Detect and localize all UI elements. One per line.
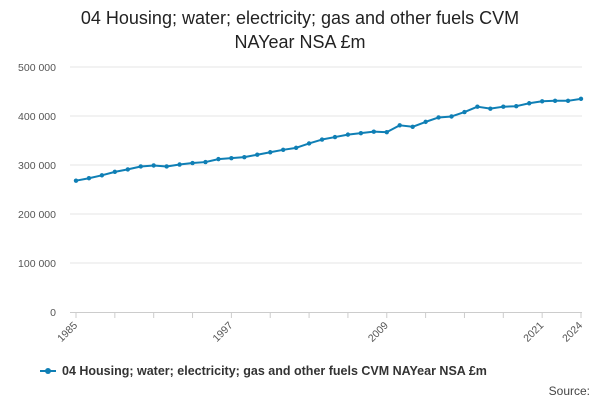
chart-title-line-2: NAYear NSA £m bbox=[234, 32, 366, 52]
data-point bbox=[73, 178, 79, 183]
y-tick-label: 200 000 bbox=[18, 209, 56, 221]
x-tick-label: 2024 bbox=[560, 320, 585, 345]
x-axis: 1985 1997 2009 2021 2024 bbox=[55, 312, 585, 345]
legend[interactable]: 04 Housing; water; electricity; gas and … bbox=[40, 364, 487, 378]
grid-lines bbox=[70, 66, 582, 264]
x-tick-label: 1985 bbox=[55, 320, 80, 345]
y-tick-label: 500 000 bbox=[18, 62, 56, 74]
data-point bbox=[488, 106, 493, 111]
data-point bbox=[539, 99, 545, 104]
series-points bbox=[73, 96, 584, 183]
data-point bbox=[86, 176, 92, 181]
chart-title: 04 Housing; water; electricity; gas and … bbox=[0, 6, 600, 54]
data-point bbox=[371, 129, 377, 134]
x-tick-label: 1997 bbox=[211, 320, 236, 345]
data-point bbox=[565, 98, 571, 104]
data-point bbox=[449, 114, 454, 119]
data-point bbox=[578, 96, 584, 102]
data-point bbox=[462, 109, 467, 115]
data-point bbox=[268, 150, 273, 155]
data-point bbox=[112, 169, 118, 175]
data-point bbox=[151, 163, 156, 168]
data-point bbox=[332, 134, 338, 140]
legend-swatch-icon bbox=[40, 366, 56, 376]
data-point bbox=[501, 104, 506, 109]
data-point bbox=[125, 167, 130, 172]
data-point bbox=[397, 123, 402, 128]
data-point bbox=[99, 173, 105, 178]
series-line-path bbox=[75, 97, 582, 182]
data-point bbox=[384, 129, 389, 135]
data-point bbox=[423, 119, 428, 125]
data-point bbox=[410, 124, 415, 129]
data-point bbox=[216, 156, 221, 162]
source-label: Source: bbox=[548, 384, 590, 398]
data-point bbox=[203, 159, 208, 165]
y-tick-label: 400 000 bbox=[18, 111, 56, 123]
data-point bbox=[255, 152, 260, 157]
data-point bbox=[436, 115, 441, 120]
data-point bbox=[319, 137, 325, 142]
data-point bbox=[177, 162, 182, 167]
data-point bbox=[293, 145, 299, 151]
data-point bbox=[514, 104, 519, 109]
data-point bbox=[190, 160, 195, 166]
x-tick-label: 2021 bbox=[521, 320, 546, 345]
data-point bbox=[242, 154, 247, 160]
data-point bbox=[164, 164, 169, 169]
legend-label: 04 Housing; water; electricity; gas and … bbox=[62, 364, 487, 378]
data-point bbox=[358, 130, 364, 136]
chart-title-line-1: 04 Housing; water; electricity; gas and … bbox=[80, 8, 520, 28]
data-point bbox=[552, 98, 558, 104]
data-point bbox=[138, 164, 143, 169]
data-point bbox=[527, 101, 532, 106]
y-tick-label: 100 000 bbox=[18, 258, 56, 270]
x-tick-label: 2009 bbox=[366, 320, 391, 345]
data-point bbox=[306, 141, 312, 146]
data-point bbox=[280, 147, 286, 153]
data-point bbox=[475, 104, 480, 109]
series-line bbox=[75, 97, 582, 182]
y-tick-label: 0 bbox=[50, 307, 56, 319]
y-axis-tick-labels: 0 100 000 200 000 300 000 400 000 500 000 bbox=[18, 62, 56, 319]
y-tick-label: 300 000 bbox=[18, 160, 56, 172]
data-point bbox=[229, 155, 234, 161]
data-point bbox=[345, 132, 351, 137]
